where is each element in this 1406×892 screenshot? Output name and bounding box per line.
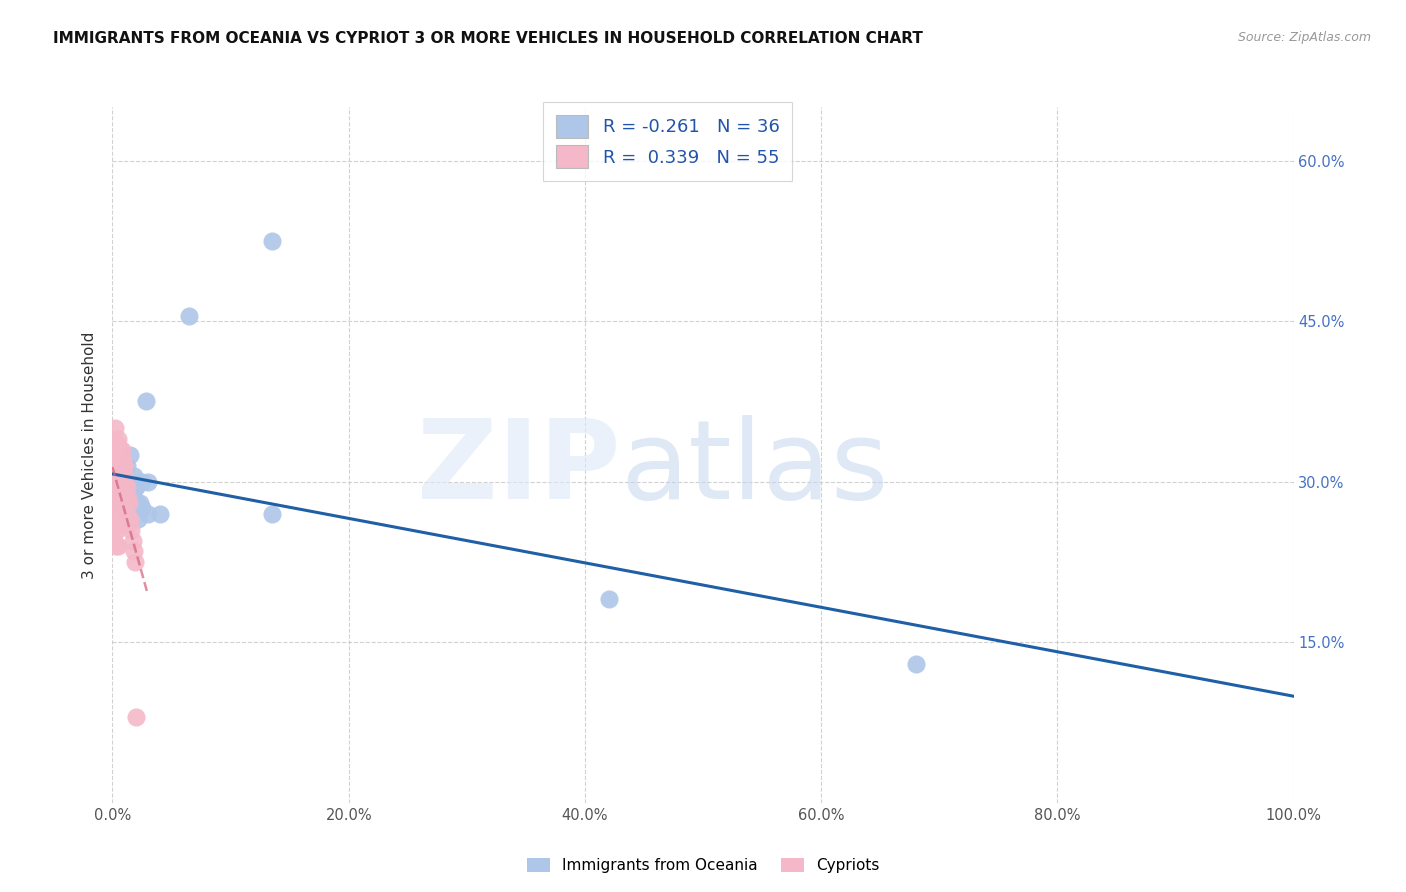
Point	[118, 496, 141, 510]
Y-axis label: 3 or more Vehicles in Household: 3 or more Vehicles in Household	[82, 331, 97, 579]
Point	[104, 496, 127, 510]
Point	[111, 496, 134, 510]
Point	[105, 496, 128, 510]
Point	[127, 512, 149, 526]
Point	[107, 432, 129, 446]
Point	[118, 517, 141, 532]
Point	[120, 523, 142, 537]
Point	[104, 421, 127, 435]
Point	[111, 442, 134, 457]
Point	[112, 480, 135, 494]
Text: Source: ZipAtlas.com: Source: ZipAtlas.com	[1237, 31, 1371, 45]
Point	[121, 485, 143, 500]
Point	[122, 496, 145, 510]
Point	[105, 517, 128, 532]
Point	[120, 475, 142, 489]
Point	[103, 533, 125, 548]
Point	[108, 507, 131, 521]
Point	[260, 507, 283, 521]
Point	[118, 480, 141, 494]
Point	[179, 309, 201, 323]
Point	[110, 453, 132, 467]
Legend: Immigrants from Oceania, Cypriots: Immigrants from Oceania, Cypriots	[520, 852, 886, 879]
Point	[135, 394, 157, 409]
Point	[120, 496, 142, 510]
Point	[112, 453, 135, 467]
Point	[114, 469, 136, 483]
Point	[105, 437, 128, 451]
Point	[117, 496, 139, 510]
Point	[107, 539, 129, 553]
Point	[120, 512, 142, 526]
Legend: R = -0.261   N = 36, R =  0.339   N = 55: R = -0.261 N = 36, R = 0.339 N = 55	[543, 103, 792, 181]
Point	[107, 491, 129, 505]
Point	[112, 485, 135, 500]
Point	[114, 496, 136, 510]
Point	[111, 507, 134, 521]
Point	[107, 475, 129, 489]
Point	[122, 469, 145, 483]
Point	[105, 475, 128, 489]
Point	[598, 592, 620, 607]
Point	[904, 657, 927, 671]
Point	[112, 475, 135, 489]
Point	[111, 475, 134, 489]
Point	[131, 501, 153, 516]
Point	[110, 469, 132, 483]
Point	[108, 480, 131, 494]
Point	[108, 464, 131, 478]
Point	[114, 480, 136, 494]
Point	[131, 475, 153, 489]
Point	[105, 480, 128, 494]
Point	[104, 442, 127, 457]
Point	[105, 501, 128, 516]
Point	[115, 507, 138, 521]
Point	[112, 496, 135, 510]
Point	[107, 517, 129, 532]
Text: IMMIGRANTS FROM OCEANIA VS CYPRIOT 3 OR MORE VEHICLES IN HOUSEHOLD CORRELATION C: IMMIGRANTS FROM OCEANIA VS CYPRIOT 3 OR …	[53, 31, 924, 46]
Point	[120, 448, 142, 462]
Text: atlas: atlas	[620, 416, 889, 523]
Point	[103, 491, 125, 505]
Point	[115, 480, 138, 494]
Point	[107, 496, 129, 510]
Point	[110, 496, 132, 510]
Point	[108, 442, 131, 457]
Point	[117, 475, 139, 489]
Point	[112, 480, 135, 494]
Point	[122, 544, 145, 558]
Point	[111, 464, 134, 478]
Point	[112, 458, 135, 473]
Point	[136, 507, 159, 521]
Point	[108, 485, 131, 500]
Point	[117, 512, 139, 526]
Point	[125, 710, 148, 724]
Point	[107, 453, 129, 467]
Point	[112, 501, 135, 516]
Point	[104, 464, 127, 478]
Point	[136, 475, 159, 489]
Point	[115, 485, 138, 500]
Point	[103, 512, 125, 526]
Point	[117, 491, 139, 505]
Point	[110, 475, 132, 489]
Point	[149, 507, 172, 521]
Point	[111, 485, 134, 500]
Point	[121, 533, 143, 548]
Point	[260, 234, 283, 248]
Point	[105, 453, 128, 467]
Point	[105, 539, 128, 553]
Point	[120, 480, 142, 494]
Point	[110, 517, 132, 532]
Point	[125, 480, 148, 494]
Point	[105, 458, 128, 473]
Point	[128, 496, 150, 510]
Point	[127, 496, 149, 510]
Text: ZIP: ZIP	[418, 416, 620, 523]
Point	[112, 501, 135, 516]
Point	[105, 523, 128, 537]
Point	[124, 555, 146, 569]
Point	[115, 458, 138, 473]
